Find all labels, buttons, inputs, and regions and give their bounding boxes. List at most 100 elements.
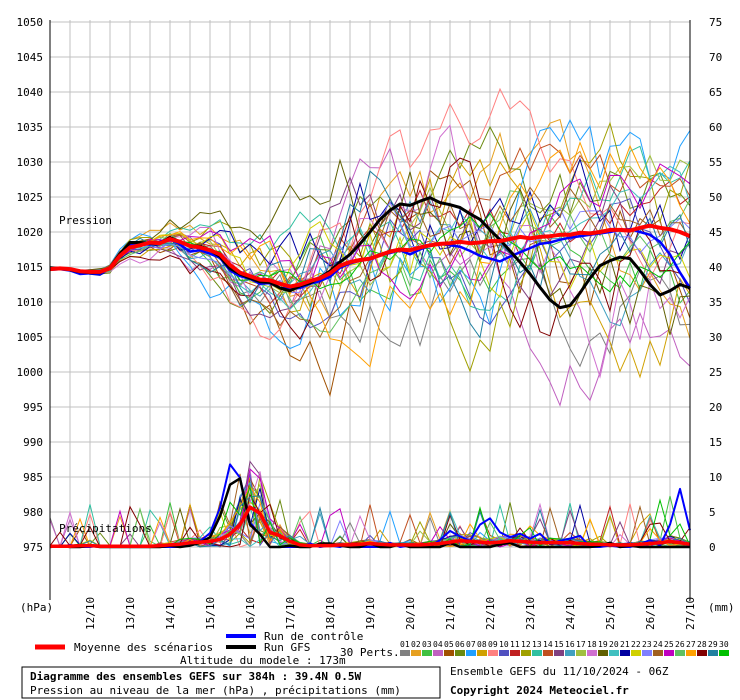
pert-legend-number: 27	[686, 640, 696, 649]
x-tick-label: 12/10	[84, 597, 97, 630]
pert-28-pressure-line	[49, 157, 691, 341]
pert-legend-swatch	[576, 650, 586, 656]
pert-legend-number: 18	[587, 640, 597, 649]
legend-gfs-label: Run GFS	[264, 641, 310, 654]
pert-15-pressure-line	[49, 175, 691, 319]
pert-legend-number: 23	[642, 640, 652, 649]
x-tick-label: 18/10	[324, 597, 337, 630]
pert-21-pressure-line	[49, 157, 691, 276]
y-right-tick: 60	[709, 121, 722, 134]
pert-legend-number: 13	[532, 640, 542, 649]
legend-control-label: Run de contrôle	[264, 630, 363, 643]
pert-legend-number: 08	[477, 640, 487, 649]
pert-legend-number: 07	[466, 640, 476, 649]
pert-legend-number: 05	[444, 640, 454, 649]
pert-legend-number: 09	[488, 640, 498, 649]
pert-legend-number: 06	[455, 640, 465, 649]
y-left-tick: 1015	[17, 261, 44, 274]
y-right-tick: 20	[709, 401, 722, 414]
y-left-tick: 995	[23, 401, 43, 414]
precip-label: Précipitations	[59, 522, 152, 535]
legend-mean-label: Moyenne des scénarios	[74, 641, 213, 654]
x-tick-label: 21/10	[444, 597, 457, 630]
y-right-tick: 5	[709, 506, 716, 519]
pert-legend-swatch	[598, 650, 608, 656]
pert-legend-swatch	[543, 650, 553, 656]
copyright: Copyright 2024 Meteociel.fr	[450, 684, 629, 697]
y-left-tick: 1005	[17, 331, 44, 344]
pert-legend-swatch	[686, 650, 696, 656]
pert-legend-swatch	[719, 650, 729, 656]
pert-legend-swatch	[697, 650, 707, 656]
pert-legend-number: 11	[510, 640, 520, 649]
y-right-tick: 10	[709, 471, 722, 484]
x-tick-label: 17/10	[284, 597, 297, 630]
x-tick-label: 20/10	[404, 597, 417, 630]
pert-legend-swatch	[631, 650, 641, 656]
pert-legend-swatch	[653, 650, 663, 656]
pert-legend-swatch	[433, 650, 443, 656]
pert-legend-swatch	[609, 650, 619, 656]
left-axis-unit: (hPa)	[20, 601, 53, 614]
y-left-tick: 1025	[17, 191, 44, 204]
pert-08-pressure-line	[49, 158, 691, 379]
y-right-tick: 0	[709, 541, 716, 554]
y-left-tick: 990	[23, 436, 43, 449]
y-left-tick: 980	[23, 506, 43, 519]
pert-legend-number: 20	[609, 640, 619, 649]
pert-legend-swatch	[521, 650, 531, 656]
y-left-tick: 1000	[17, 366, 44, 379]
y-right-tick: 25	[709, 366, 722, 379]
x-tick-label: 23/10	[524, 597, 537, 630]
y-right-tick: 15	[709, 436, 722, 449]
pert-legend-number: 01	[400, 640, 410, 649]
y-right-tick: 45	[709, 226, 722, 239]
x-tick-label: 14/10	[164, 597, 177, 630]
pert-legend-swatch	[565, 650, 575, 656]
y-right-tick: 55	[709, 156, 722, 169]
y-left-tick: 985	[23, 471, 43, 484]
mean-precip-line	[50, 505, 691, 549]
x-tick-label: 16/10	[244, 597, 257, 630]
y-left-tick: 1035	[17, 121, 44, 134]
y-left-tick: 1050	[17, 16, 44, 29]
pert-legend-swatch	[587, 650, 597, 656]
pert-legend-number: 17	[576, 640, 586, 649]
plot-axes	[49, 20, 691, 600]
pert-legend-number: 16	[565, 640, 575, 649]
legend-perts-label: 30 Perts.	[340, 646, 400, 659]
pert-legend-number: 21	[620, 640, 630, 649]
pert-legend-number: 30	[719, 640, 729, 649]
main-series	[49, 196, 692, 549]
mean-pressure-line	[49, 223, 691, 289]
y-right-tick: 70	[709, 51, 722, 64]
pert-legend-swatch	[664, 650, 674, 656]
x-tick-label: 27/10	[684, 597, 697, 630]
right-axis-unit: (mm)	[708, 601, 735, 614]
pert-legend-number: 15	[554, 640, 564, 649]
pert-legend-number: 19	[598, 640, 608, 649]
pert-legend-swatch	[554, 650, 564, 656]
pert-legend-swatch	[466, 650, 476, 656]
y-left-tick: 975	[23, 541, 43, 554]
y-left-tick: 1040	[17, 86, 44, 99]
pert-legend-swatch	[499, 650, 509, 656]
plot-grid	[49, 20, 691, 582]
x-tick-label: 22/10	[484, 597, 497, 630]
x-tick-label: 19/10	[364, 597, 377, 630]
pert-legend-swatch	[708, 650, 718, 656]
y-right-tick: 75	[709, 16, 722, 29]
pert-legend-number: 12	[521, 640, 531, 649]
y-left-tick: 1045	[17, 51, 44, 64]
title-box	[21, 666, 441, 699]
pert-legend-swatch	[422, 650, 432, 656]
x-tick-label: 13/10	[124, 597, 137, 630]
pressure-label: Pression	[59, 214, 112, 227]
pert-legend-number: 29	[708, 640, 718, 649]
pert-legend: 01 02 03 04 05 06 07 08 09 10 11 12 13 14 15 16 17 18 19 20…	[400, 640, 729, 656]
pert-legend-swatch	[477, 650, 487, 656]
x-tick-label: 25/10	[604, 597, 617, 630]
pert-legend-swatch	[444, 650, 454, 656]
